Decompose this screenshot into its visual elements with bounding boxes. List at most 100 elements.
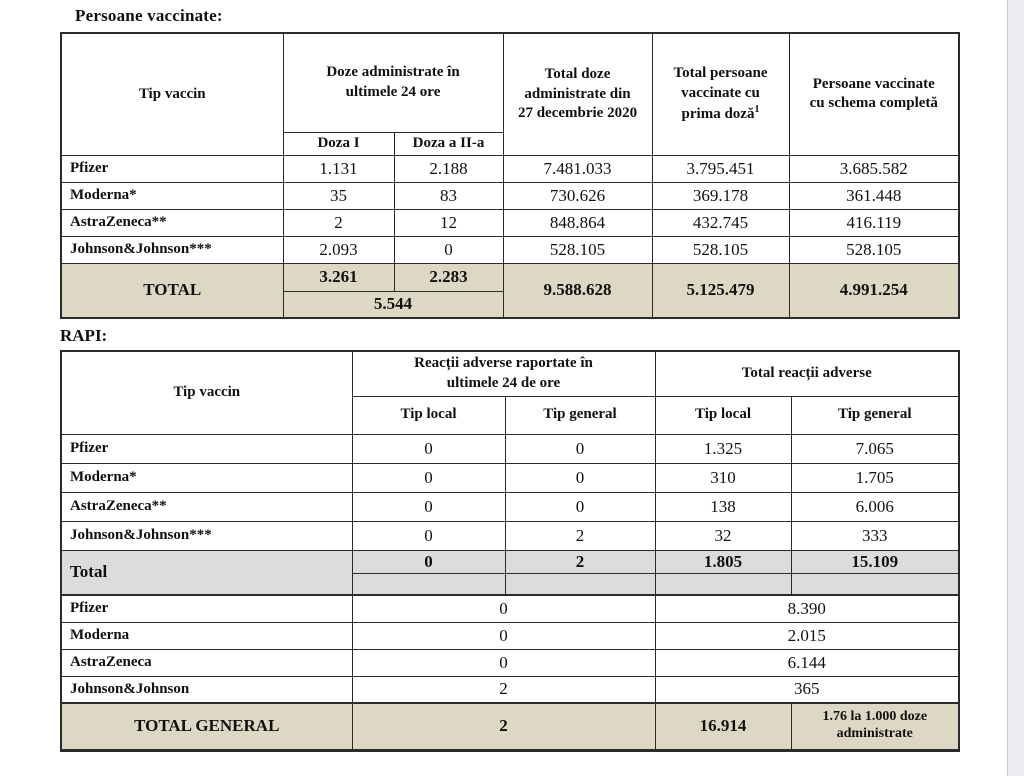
local-total-cell: 138 [654, 491, 792, 522]
footnote-marker: 1 [754, 104, 760, 115]
col-header-tip-vaccin: Tip vaccin [60, 350, 353, 435]
doza1-cell: 2.093 [282, 235, 395, 264]
general-total-cell: 6.006 [790, 491, 960, 522]
general-total-cell: 333 [790, 520, 960, 551]
prima-doza-cell: 432.745 [651, 208, 790, 237]
last24-merged-cell: 0 [351, 648, 656, 677]
table-row: Moderna* 0 0 310 1.705 [60, 462, 960, 493]
total-prima-cell: 5.125.479 [651, 262, 790, 319]
vaccine-name-cell: AstraZeneca [60, 648, 353, 677]
total-merged-cell: 365 [654, 675, 960, 704]
vaccine-name-cell: Moderna* [60, 462, 353, 493]
doza2-cell: 83 [393, 181, 504, 210]
filler-cell [351, 572, 506, 596]
vaccine-name-cell: Johnson&Johnson*** [60, 520, 353, 551]
vaccinated-table-header-row: Tip vaccin Doze administrate în ultimele… [60, 32, 960, 156]
table-row: Pfizer 0 0 1.325 7.065 [60, 433, 960, 464]
table-row: Moderna* 35 83 730.626 369.178 361.448 [60, 181, 960, 210]
total-label-cell: Total [60, 549, 353, 596]
total-general-label-cell: TOTAL GENERAL [60, 702, 353, 751]
total-merged-cell: 2.015 [654, 621, 960, 650]
col-header-tip-local-total: Tip local [654, 395, 792, 435]
local-24h-cell: 0 [351, 520, 506, 551]
col-header-total-prima-doza: Total persoane vaccinate cu prima doză1 [651, 32, 790, 156]
total-doze-cell: 730.626 [502, 181, 653, 210]
local-24h-cell: 0 [351, 433, 506, 464]
doza1-cell: 35 [282, 181, 395, 210]
total-general-24h-cell: 2 [504, 549, 656, 574]
local-24h-cell: 0 [351, 462, 506, 493]
total-general-last24-cell: 2 [351, 702, 656, 751]
total-label-cell: TOTAL [60, 262, 284, 319]
schema-completa-cell: 416.119 [788, 208, 960, 237]
total-doze-cell: 9.588.628 [502, 262, 653, 319]
col-header-tip-general-total: Tip general [790, 395, 960, 435]
col-header-total-adverse: Total reacții adverse [654, 350, 960, 397]
vaccine-name-cell: Pfizer [60, 154, 284, 183]
col-header-schema-completa: Persoane vaccinate cu schema completă [788, 32, 960, 156]
doza1-cell: 1.131 [282, 154, 395, 183]
doza2-cell: 0 [393, 235, 504, 264]
total-doze-sum-cell: 5.544 [282, 290, 504, 319]
general-24h-cell: 0 [504, 491, 656, 522]
last24-merged-cell: 2 [351, 675, 656, 704]
vaccine-name-cell: Pfizer [60, 433, 353, 464]
col-header-tip-general-24h: Tip general [504, 395, 656, 435]
total-merged-cell: 6.144 [654, 648, 960, 677]
total-doze-cell: 848.864 [502, 208, 653, 237]
total-row: TOTAL 3.261 2.283 9.588.628 5.125.479 4.… [60, 262, 960, 319]
vaccinated-table-subheader-row: Doza I Doza a II-a [61, 131, 959, 156]
table-row: AstraZeneca 0 6.144 [60, 648, 960, 677]
total-local-total-cell: 1.805 [654, 549, 792, 574]
table-row: Johnson&Johnson 2 365 [60, 675, 960, 704]
col-header-doza-2: Doza a II-a [393, 131, 504, 156]
local-24h-cell: 0 [351, 491, 506, 522]
doza2-cell: 2.188 [393, 154, 504, 183]
vaccine-name-cell: AstraZeneca** [60, 491, 353, 522]
rapi-total-row-filler [61, 572, 960, 596]
total-general-total-cell: 15.109 [790, 549, 960, 574]
general-24h-cell: 0 [504, 462, 656, 493]
vaccine-name-cell: Johnson&Johnson*** [60, 235, 284, 264]
table-row: Pfizer 1.131 2.188 7.481.033 3.795.451 3… [60, 154, 960, 183]
section-title-rapi: RAPI: [60, 326, 108, 345]
table-row: Johnson&Johnson*** 0 2 32 333 [60, 520, 960, 551]
total-merged-cell: 8.390 [654, 594, 960, 623]
total-doze-cell: 7.481.033 [502, 154, 653, 183]
total-sum-row: 5.544 [61, 290, 959, 319]
vaccine-name-cell: Johnson&Johnson [60, 675, 353, 704]
section-title-persoane-vaccinate: Persoane vaccinate: [75, 6, 223, 25]
table-row: AstraZeneca** 0 0 138 6.006 [60, 491, 960, 522]
last24-merged-cell: 0 [351, 594, 656, 623]
filler-cell [504, 572, 656, 596]
vaccine-name-cell: Pfizer [60, 594, 353, 623]
doza2-cell: 12 [393, 208, 504, 237]
schema-completa-cell: 528.105 [788, 235, 960, 264]
table-row: Moderna 0 2.015 [60, 621, 960, 650]
col-header-tip-vaccin: Tip vaccin [60, 32, 284, 156]
col-header-doze-24h: Doze administrate în ultimele 24 ore [282, 32, 504, 133]
col-header-total-doze: Total doze administrate din 27 decembrie… [502, 32, 653, 156]
total-local-24h-cell: 0 [351, 549, 506, 574]
general-24h-cell: 2 [504, 520, 656, 551]
vaccine-name-cell: Moderna [60, 621, 353, 650]
local-total-cell: 310 [654, 462, 792, 493]
filler-cell [790, 572, 960, 596]
doza1-cell: 2 [282, 208, 395, 237]
total-schema-cell: 4.991.254 [788, 262, 960, 319]
total-doza1-cell: 3.261 [282, 262, 395, 292]
schema-completa-cell: 361.448 [788, 181, 960, 210]
table-row: AstraZeneca** 2 12 848.864 432.745 416.1… [60, 208, 960, 237]
prima-doza-cell: 528.105 [651, 235, 790, 264]
total-general-row: TOTAL GENERAL 2 16.914 1.76 la 1.000 doz… [60, 702, 960, 751]
total-doza2-cell: 2.283 [393, 262, 504, 292]
total-general-total-cell: 16.914 [654, 702, 792, 751]
rapi-total-row: Total 0 2 1.805 15.109 [60, 549, 960, 596]
col-header-doza-1: Doza I [282, 131, 395, 156]
vaccine-name-cell: AstraZeneca** [60, 208, 284, 237]
col-header-total-prima-doza-text: Total persoane vaccinate cu prima doză [673, 65, 768, 122]
filler-cell [654, 572, 792, 596]
last24-merged-cell: 0 [351, 621, 656, 650]
total-doze-cell: 528.105 [502, 235, 653, 264]
table-row: Johnson&Johnson*** 2.093 0 528.105 528.1… [60, 235, 960, 264]
